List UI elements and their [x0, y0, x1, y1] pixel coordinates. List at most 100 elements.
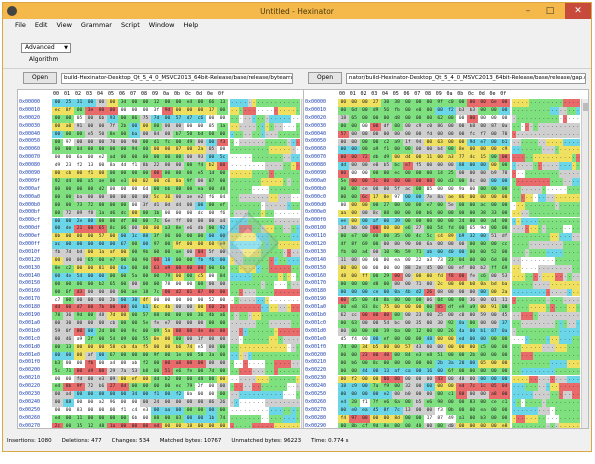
hex-byte[interactable]: 67 — [118, 241, 129, 250]
ascii-char[interactable]: . — [234, 399, 239, 408]
hex-byte[interactable]: 00 — [140, 154, 151, 163]
ascii-char[interactable]: . — [550, 233, 555, 242]
hex-byte[interactable]: 65 — [85, 257, 96, 265]
hex-byte[interactable]: 86 — [129, 114, 140, 123]
ascii-char[interactable]: . — [243, 178, 248, 186]
ascii-char[interactable]: . — [282, 178, 287, 186]
ascii-char[interactable]: . — [269, 272, 274, 281]
hex-byte[interactable]: 00 — [63, 280, 74, 289]
ascii-char[interactable]: . — [282, 304, 287, 313]
ascii-char[interactable]: . — [567, 343, 572, 352]
hex-byte[interactable]: 14 — [434, 170, 446, 178]
ascii-char[interactable]: . — [238, 359, 244, 368]
hex-byte[interactable]: ec — [173, 383, 184, 392]
hex-byte[interactable]: 00 — [391, 336, 403, 344]
ascii-char[interactable]: . — [265, 272, 270, 281]
hex-byte[interactable]: 15 — [74, 422, 85, 428]
hex-byte[interactable]: 00 — [488, 343, 500, 352]
menu-window[interactable]: Window — [148, 21, 175, 29]
ascii-char[interactable]: . — [512, 359, 517, 368]
ascii-char[interactable]: . — [295, 328, 300, 336]
hex-byte[interactable]: 09 — [151, 328, 162, 336]
ascii-char[interactable]: . — [571, 162, 576, 171]
hex-byte[interactable]: 00 — [338, 407, 349, 415]
ascii-char[interactable]: . — [550, 114, 555, 123]
hex-byte[interactable]: aa — [162, 407, 173, 415]
ascii-char[interactable]: . — [291, 343, 296, 352]
hex-byte[interactable]: 00 — [424, 162, 435, 171]
hex-byte[interactable]: a4 — [359, 249, 371, 257]
hex-byte[interactable]: 00 — [499, 375, 510, 384]
ascii-char[interactable]: . — [512, 351, 517, 360]
hex-byte[interactable]: e4 — [52, 383, 63, 392]
ascii-char[interactable]: . — [516, 288, 521, 297]
ascii-char[interactable]: . — [571, 359, 576, 368]
hex-byte[interactable]: 04 — [217, 193, 228, 202]
ascii-char[interactable]: . — [516, 99, 521, 107]
hex-byte[interactable]: 00 — [63, 422, 74, 428]
hex-byte[interactable]: 5c — [151, 193, 162, 202]
hex-byte[interactable]: c6 — [195, 114, 206, 123]
ascii-char[interactable]: . — [256, 391, 261, 400]
ascii-char[interactable]: . — [512, 272, 517, 281]
ascii-char[interactable]: . — [238, 391, 244, 400]
hex-byte[interactable]: 00 — [96, 343, 107, 352]
ascii-char[interactable]: . — [537, 320, 542, 329]
ascii-char[interactable]: . — [278, 296, 283, 305]
ascii-char[interactable]: . — [286, 130, 292, 139]
ascii-char[interactable]: . — [529, 391, 534, 400]
hex-byte[interactable]: 97 — [151, 241, 162, 250]
ascii-char[interactable]: . — [524, 336, 529, 344]
hex-byte[interactable]: 65 — [467, 225, 478, 234]
ascii-char[interactable]: . — [286, 249, 292, 257]
hex-byte[interactable]: 0f — [63, 328, 74, 336]
hex-byte[interactable]: 00 — [173, 422, 184, 428]
ascii-char[interactable]: . — [295, 422, 300, 429]
ascii-char[interactable]: . — [256, 217, 261, 226]
ascii-char[interactable]: . — [516, 257, 521, 265]
hex-byte[interactable]: 00 — [402, 217, 414, 226]
hex-byte[interactable]: fb — [338, 249, 349, 257]
ascii-char[interactable]: . — [541, 106, 546, 115]
right-path-input[interactable]: nator/build-Hexinator-Desktop_Qt_5_4_0_M… — [346, 72, 586, 84]
hex-byte[interactable]: 6a — [74, 154, 85, 163]
ascii-char[interactable]: . — [558, 407, 563, 415]
ascii-char[interactable]: . — [247, 280, 252, 289]
hex-byte[interactable]: c5 — [477, 343, 489, 352]
hex-byte[interactable]: 44 — [359, 367, 371, 376]
hex-byte[interactable]: 00 — [63, 193, 74, 202]
hex-byte[interactable]: 00 — [402, 106, 414, 115]
ascii-char[interactable]: . — [546, 422, 551, 429]
hex-byte[interactable]: 00 — [445, 312, 457, 321]
hex-byte[interactable]: 00 — [74, 106, 85, 115]
ascii-char[interactable]: . — [537, 185, 542, 194]
hex-byte[interactable]: cb — [118, 343, 129, 352]
hex-byte[interactable]: 00 — [85, 122, 96, 131]
hex-byte[interactable]: 00 — [162, 336, 173, 344]
ascii-char[interactable]: . — [230, 415, 235, 423]
ascii-char[interactable]: . — [295, 375, 300, 384]
hex-byte[interactable]: 00 — [85, 185, 96, 194]
hex-byte[interactable]: 6a — [391, 399, 403, 408]
hex-byte[interactable]: b2 — [96, 280, 107, 289]
ascii-char[interactable]: . — [282, 407, 287, 415]
ascii-char[interactable]: . — [238, 312, 244, 321]
ascii-char[interactable]: . — [256, 415, 261, 423]
hex-byte[interactable]: 00 — [338, 138, 349, 147]
ascii-char[interactable]: . — [516, 343, 521, 352]
ascii-char[interactable]: . — [575, 399, 580, 408]
ascii-char[interactable]: . — [273, 170, 279, 178]
ascii-char[interactable]: . — [251, 296, 257, 305]
ascii-char[interactable]: . — [256, 367, 261, 376]
hex-byte[interactable]: b8 — [467, 122, 478, 131]
hex-byte[interactable]: 65 — [107, 280, 118, 289]
hex-byte[interactable]: 18 — [338, 114, 349, 123]
ascii-char[interactable]: . — [529, 170, 534, 178]
ascii-char[interactable]: . — [251, 359, 257, 368]
ascii-char[interactable]: . — [533, 415, 538, 423]
hex-byte[interactable]: f5 — [413, 162, 424, 171]
ascii-char[interactable]: . — [541, 359, 546, 368]
ascii-char[interactable]: . — [567, 328, 572, 336]
hex-byte[interactable]: 00 — [162, 312, 173, 321]
ascii-char[interactable]: . — [512, 343, 517, 352]
